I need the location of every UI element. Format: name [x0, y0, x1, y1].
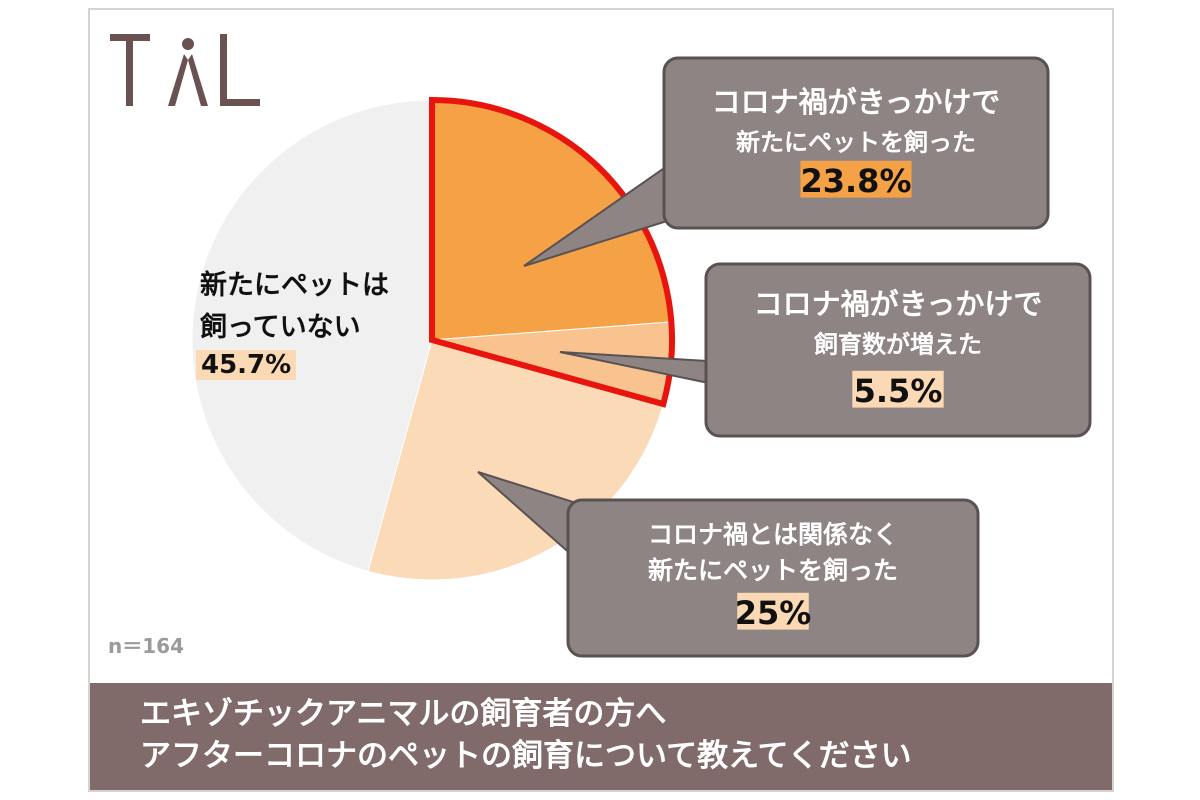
- callout-box: [662, 56, 1050, 230]
- callout-value: 23.8%: [800, 162, 911, 200]
- slice-label-line: 飼っていない: [200, 312, 361, 343]
- sample-size: n＝164: [108, 634, 184, 658]
- callout-value-bg: [800, 160, 912, 198]
- slice-label-line: 新たにペットは: [200, 270, 389, 301]
- question-line-2: アフターコロナのペットの飼育について教えてください: [140, 738, 912, 774]
- callout-label-line: コロナ禍とは関係なく: [648, 520, 898, 549]
- callout-label-line: 新たにペットを飼った: [648, 556, 898, 585]
- callout-joint: [790, 366, 820, 400]
- slice-not-owned: [191, 99, 433, 572]
- callout-label-line: 飼育数が増えた: [814, 330, 982, 358]
- callout-label-line: コロナ禍がきっかけで: [712, 85, 1001, 119]
- callout-label-line: コロナ禍がきっかけで: [754, 287, 1043, 321]
- logo-mark: [110, 34, 260, 106]
- callout-value-bg: [852, 370, 944, 408]
- slice-label-not-owned: 新たにペットは 飼っていない: [200, 265, 410, 349]
- slice-value-not-owned: 45.7%: [196, 350, 297, 380]
- tal-logo: [110, 34, 260, 106]
- question-line-1: エキゾチックアニマルの飼育者の方へ: [140, 696, 667, 732]
- callout-value: 25%: [735, 594, 812, 632]
- callout-joint: [600, 520, 670, 580]
- callout-joint: [690, 150, 770, 198]
- highlight-outline: [429, 96, 675, 408]
- question-banner: [90, 683, 1112, 790]
- callout-label-line: 新たにペットを飼った: [736, 128, 976, 156]
- callout-box: [566, 498, 980, 658]
- question-text: エキゾチックアニマルの飼育者の方へ アフターコロナのペットの飼育について教えてく…: [140, 693, 912, 777]
- callout-value: 5.5%: [854, 372, 943, 410]
- callout-value-bg: [737, 592, 809, 630]
